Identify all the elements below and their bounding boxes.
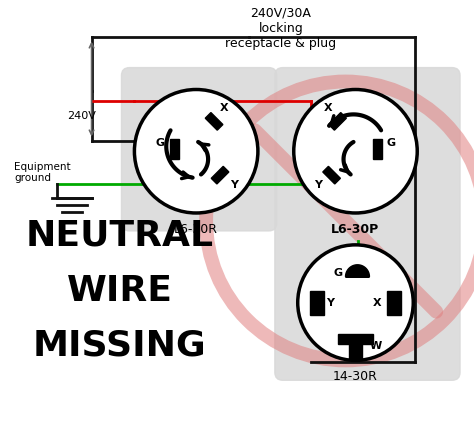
Text: 14-30R: 14-30R [333,370,378,384]
Bar [348,342,363,360]
Bar [310,290,324,314]
Polygon shape [205,112,223,130]
Bar [387,290,401,314]
FancyBboxPatch shape [275,68,460,380]
Text: Y: Y [230,180,238,190]
Polygon shape [373,139,382,159]
Circle shape [298,245,413,360]
Text: X: X [220,104,228,113]
Text: 240V/30A
locking
receptacle & plug: 240V/30A locking receptacle & plug [225,7,337,50]
Polygon shape [323,166,340,184]
Text: G: G [333,268,342,278]
Text: X: X [373,298,382,308]
Text: NEUTRAL: NEUTRAL [26,219,213,253]
Text: WIRE: WIRE [66,274,173,308]
FancyBboxPatch shape [121,68,277,231]
Polygon shape [346,265,369,277]
Circle shape [294,90,417,213]
Text: Y: Y [326,298,334,308]
Text: Y: Y [314,180,322,190]
Polygon shape [170,139,179,159]
Text: MISSING: MISSING [33,328,206,362]
Text: G: G [156,138,165,148]
Text: X: X [323,104,332,113]
Bar [337,335,374,344]
Polygon shape [329,112,346,130]
Text: Equipment
ground: Equipment ground [14,162,71,183]
Circle shape [135,90,258,213]
Text: L6-30R: L6-30R [174,223,218,236]
Text: G: G [387,138,396,148]
Polygon shape [211,166,229,184]
Text: W: W [369,341,382,352]
Text: 240V: 240V [67,112,96,121]
Text: L6-30P: L6-30P [331,223,380,236]
